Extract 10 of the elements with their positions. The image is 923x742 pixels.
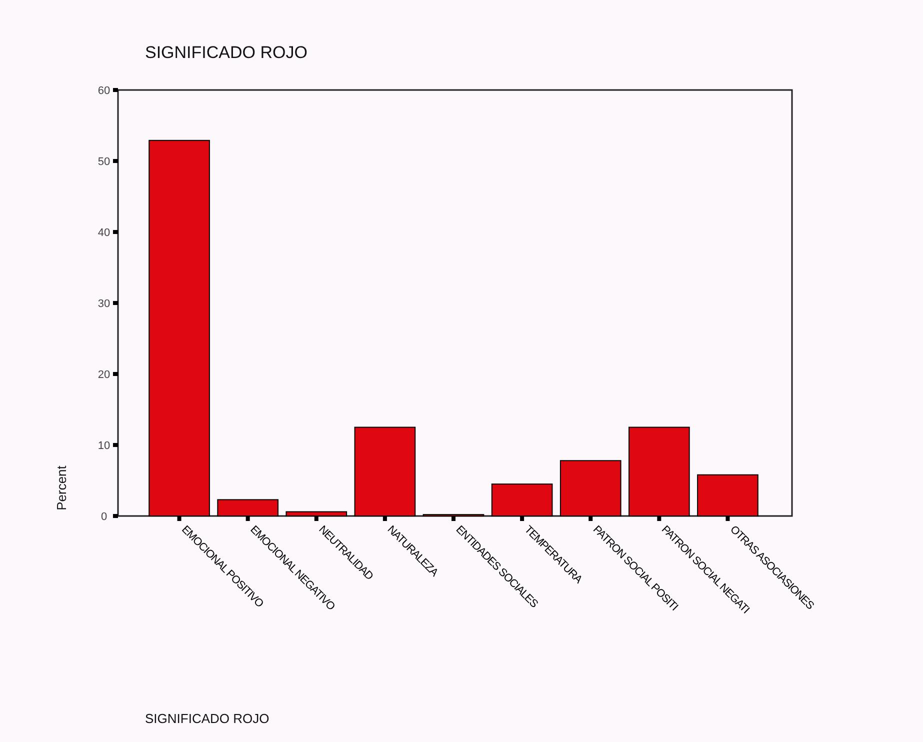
y-tick-label: 20: [98, 368, 110, 381]
y-tick-label: 50: [98, 156, 110, 168]
chart-title: SIGNIFICADO ROJO: [145, 43, 308, 62]
y-tick-label: 60: [98, 84, 110, 97]
text: SIGNIFICADO ROJO: [145, 711, 270, 726]
y-tick-label: 40: [98, 226, 110, 239]
y-tick-label: 10: [98, 440, 110, 452]
y-tick-label: 0: [100, 510, 108, 523]
y-axis-title: Percent: [54, 465, 69, 510]
y-tick-label: 30: [98, 298, 110, 310]
